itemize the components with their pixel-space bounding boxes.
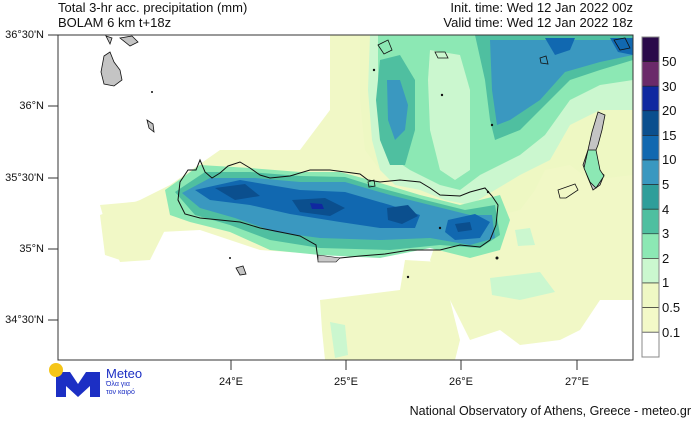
map-title: Total 3-hr acc. precipitation (mm) BOLAM… <box>58 0 247 30</box>
lat-label-36-30: 36°30'N <box>5 29 44 41</box>
lat-label-35: 35°N <box>19 243 44 255</box>
lon-label-25: 25°E <box>334 376 358 388</box>
colorbar-label-5: 5 <box>662 177 670 192</box>
lat-label-36: 36°N <box>19 100 44 112</box>
lon-label-24: 24°E <box>219 376 243 388</box>
colorbar-label-3: 3 <box>662 226 670 241</box>
colorbar-label-50: 50 <box>662 54 677 69</box>
colorbar-label-0-1: 0.1 <box>662 325 681 340</box>
lat-label-35-30: 35°30'N <box>5 172 44 184</box>
title-line-2: BOLAM 6 km t+18z <box>58 15 172 30</box>
colorbar-label-10: 10 <box>662 152 677 167</box>
colorbar-label-30: 30 <box>662 79 677 94</box>
lat-ticks <box>48 34 58 321</box>
colorbar-label-4: 4 <box>662 202 670 217</box>
colorbar-label-2: 2 <box>662 251 670 266</box>
lon-label-26: 26°E <box>449 376 473 388</box>
colorbar-label-20: 20 <box>662 103 677 118</box>
lon-ticks <box>230 360 578 370</box>
valid-time: Valid time: Wed 12 Jan 2022 18z <box>443 15 633 30</box>
init-time: Init. time: Wed 12 Jan 2022 00z <box>450 0 633 15</box>
logo-tagline-1: Όλα για <box>106 381 130 388</box>
lat-label-34-30: 34°30'N <box>5 314 44 326</box>
lon-label-27: 27°E <box>565 376 589 388</box>
colorbar-label-15: 15 <box>662 128 677 143</box>
colorbar-label-1: 1 <box>662 275 670 290</box>
title-line-1: Total 3-hr acc. precipitation (mm) <box>58 0 248 15</box>
footer-credit: National Observatory of Athens, Greece -… <box>409 404 691 418</box>
logo-name: Meteo <box>106 366 143 381</box>
meteo-logo-mark <box>49 363 100 397</box>
colorbar <box>641 36 660 358</box>
meteo-logo: Meteo Όλα για τον καιρό <box>106 367 142 397</box>
map-field <box>58 35 633 360</box>
logo-tagline-2: τον καιρό <box>106 389 135 396</box>
forecast-times: Init. time: Wed 12 Jan 2022 00z Valid ti… <box>443 0 633 30</box>
colorbar-label-0-5: 0.5 <box>662 300 681 315</box>
